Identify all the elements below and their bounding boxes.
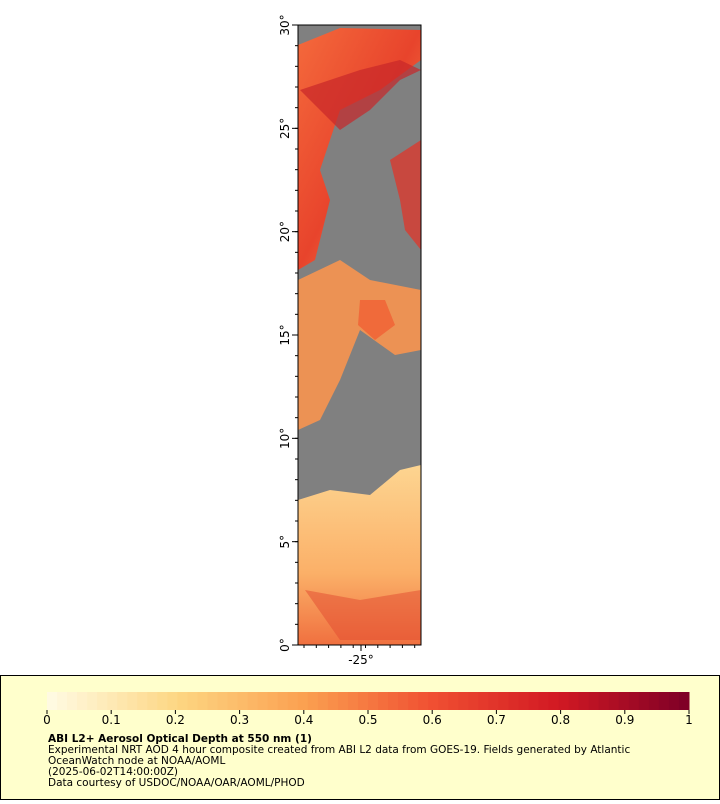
- colorbar-swatch: [327, 692, 339, 710]
- colorbar-swatch: [408, 692, 419, 710]
- colorbar-swatch: [357, 692, 369, 710]
- colorbar-swatch: [588, 692, 600, 710]
- colorbar-swatch: [257, 692, 269, 710]
- colorbar-tick-label: 0: [43, 713, 51, 727]
- colorbar-swatch: [398, 692, 409, 710]
- lat-label: 30°: [278, 14, 292, 35]
- colorbar-swatch: [488, 692, 499, 710]
- caption-line: Experimental NRT AOD 4 hour composite cr…: [48, 744, 630, 756]
- colorbar-swatch: [307, 692, 319, 710]
- colorbar-tick-label: 0.9: [615, 713, 634, 727]
- colorbar-tick-label: 0.1: [102, 713, 121, 727]
- colorbar-swatch: [368, 692, 379, 710]
- colorbar-tick-label: 0.7: [487, 713, 506, 727]
- colorbar-swatch: [418, 692, 429, 710]
- colorbar-swatch: [558, 692, 570, 710]
- colorbar-swatch: [518, 692, 529, 710]
- colorbar-swatch: [448, 692, 459, 710]
- colorbar-swatch: [498, 692, 509, 710]
- colorbar-swatch: [267, 692, 279, 710]
- lon-label: -25°: [348, 653, 374, 667]
- colorbar-swatch: [317, 692, 329, 710]
- colorbar-swatch: [167, 692, 178, 710]
- colorbar-swatch: [478, 692, 489, 710]
- colorbar-swatch: [87, 692, 98, 710]
- colorbar-swatch: [528, 692, 540, 710]
- colorbar-swatch: [47, 692, 58, 710]
- colorbar-swatch: [157, 692, 168, 710]
- colorbar-swatch: [237, 692, 249, 710]
- colorbar-swatch: [107, 692, 118, 710]
- colorbar-swatch: [628, 692, 640, 710]
- colorbar-swatch: [438, 692, 449, 710]
- colorbar-swatch: [197, 692, 208, 710]
- colorbar-swatch: [347, 692, 359, 710]
- colorbar-swatch: [678, 692, 690, 710]
- caption-title: ABI L2+ Aerosol Optical Depth at 550 nm …: [48, 733, 312, 745]
- colorbar-tick-label: 0.8: [551, 713, 570, 727]
- colorbar-swatch: [67, 692, 78, 710]
- caption-line: OceanWatch node at NOAA/AOML: [48, 755, 225, 767]
- lat-label: 10°: [278, 428, 292, 449]
- colorbar-tick-label: 0.4: [294, 713, 313, 727]
- colorbar-swatch: [277, 692, 289, 710]
- colorbar-swatch: [207, 692, 219, 710]
- colorbar-swatch: [608, 692, 620, 710]
- colorbar-swatch: [337, 692, 349, 710]
- map-area: [297, 24, 422, 646]
- colorbar-swatch: [287, 692, 299, 710]
- map-axes: 30° 25° 20° 15° 10° 5° 0° -25°: [278, 14, 416, 667]
- colorbar-swatch: [297, 692, 309, 710]
- lat-label: 5°: [278, 535, 292, 549]
- colorbar-swatch: [247, 692, 259, 710]
- colorbar-swatch: [117, 692, 128, 710]
- caption-line: Data courtesy of USDOC/NOAA/OAR/AOML/PHO…: [48, 777, 305, 789]
- colorbar-swatch: [57, 692, 68, 710]
- colorbar: 0 0.1 0.2 0.3 0.4 0.5 0.6 0.7 0.8 0.9 1: [43, 692, 693, 727]
- lat-label: 25°: [278, 118, 292, 139]
- colorbar-tick-label: 0.3: [230, 713, 249, 727]
- lat-label: 15°: [278, 324, 292, 345]
- colorbar-swatch: [648, 692, 660, 710]
- colorbar-swatch: [217, 692, 229, 710]
- colorbar-tick-label: 1: [685, 713, 693, 727]
- colorbar-swatch: [378, 692, 389, 710]
- colorbar-swatch: [548, 692, 560, 710]
- lat-label: 0°: [278, 638, 292, 652]
- colorbar-swatch: [568, 692, 580, 710]
- colorbar-swatch: [127, 692, 138, 710]
- colorbar-swatch: [598, 692, 610, 710]
- colorbar-swatch: [77, 692, 88, 710]
- colorbar-swatch: [227, 692, 239, 710]
- colorbar-swatch: [187, 692, 198, 710]
- colorbar-swatch: [428, 692, 439, 710]
- colorbar-tick-label: 0.2: [166, 713, 185, 727]
- colorbar-swatch: [638, 692, 650, 710]
- colorbar-swatch: [137, 692, 148, 710]
- colorbar-swatch: [658, 692, 670, 710]
- colorbar-swatch: [388, 692, 399, 710]
- colorbar-swatch: [578, 692, 590, 710]
- colorbar-swatch: [538, 692, 550, 710]
- colorbar-swatch: [468, 692, 479, 710]
- colorbar-swatch: [147, 692, 158, 710]
- colorbar-swatch: [177, 692, 188, 710]
- lat-label: 20°: [278, 221, 292, 242]
- colorbar-swatch: [618, 692, 630, 710]
- colorbar-swatch: [458, 692, 469, 710]
- colorbar-swatch: [97, 692, 108, 710]
- colorbar-swatch: [668, 692, 680, 710]
- colorbar-swatch: [508, 692, 519, 710]
- colorbar-tick-label: 0.5: [358, 713, 377, 727]
- caption-line: (2025-06-02T14:00:00Z): [48, 766, 178, 778]
- colorbar-tick-label: 0.6: [423, 713, 442, 727]
- legend-panel: 0 0.1 0.2 0.3 0.4 0.5 0.6 0.7 0.8 0.9 1 ABI L2+ Ae…: [0, 675, 720, 800]
